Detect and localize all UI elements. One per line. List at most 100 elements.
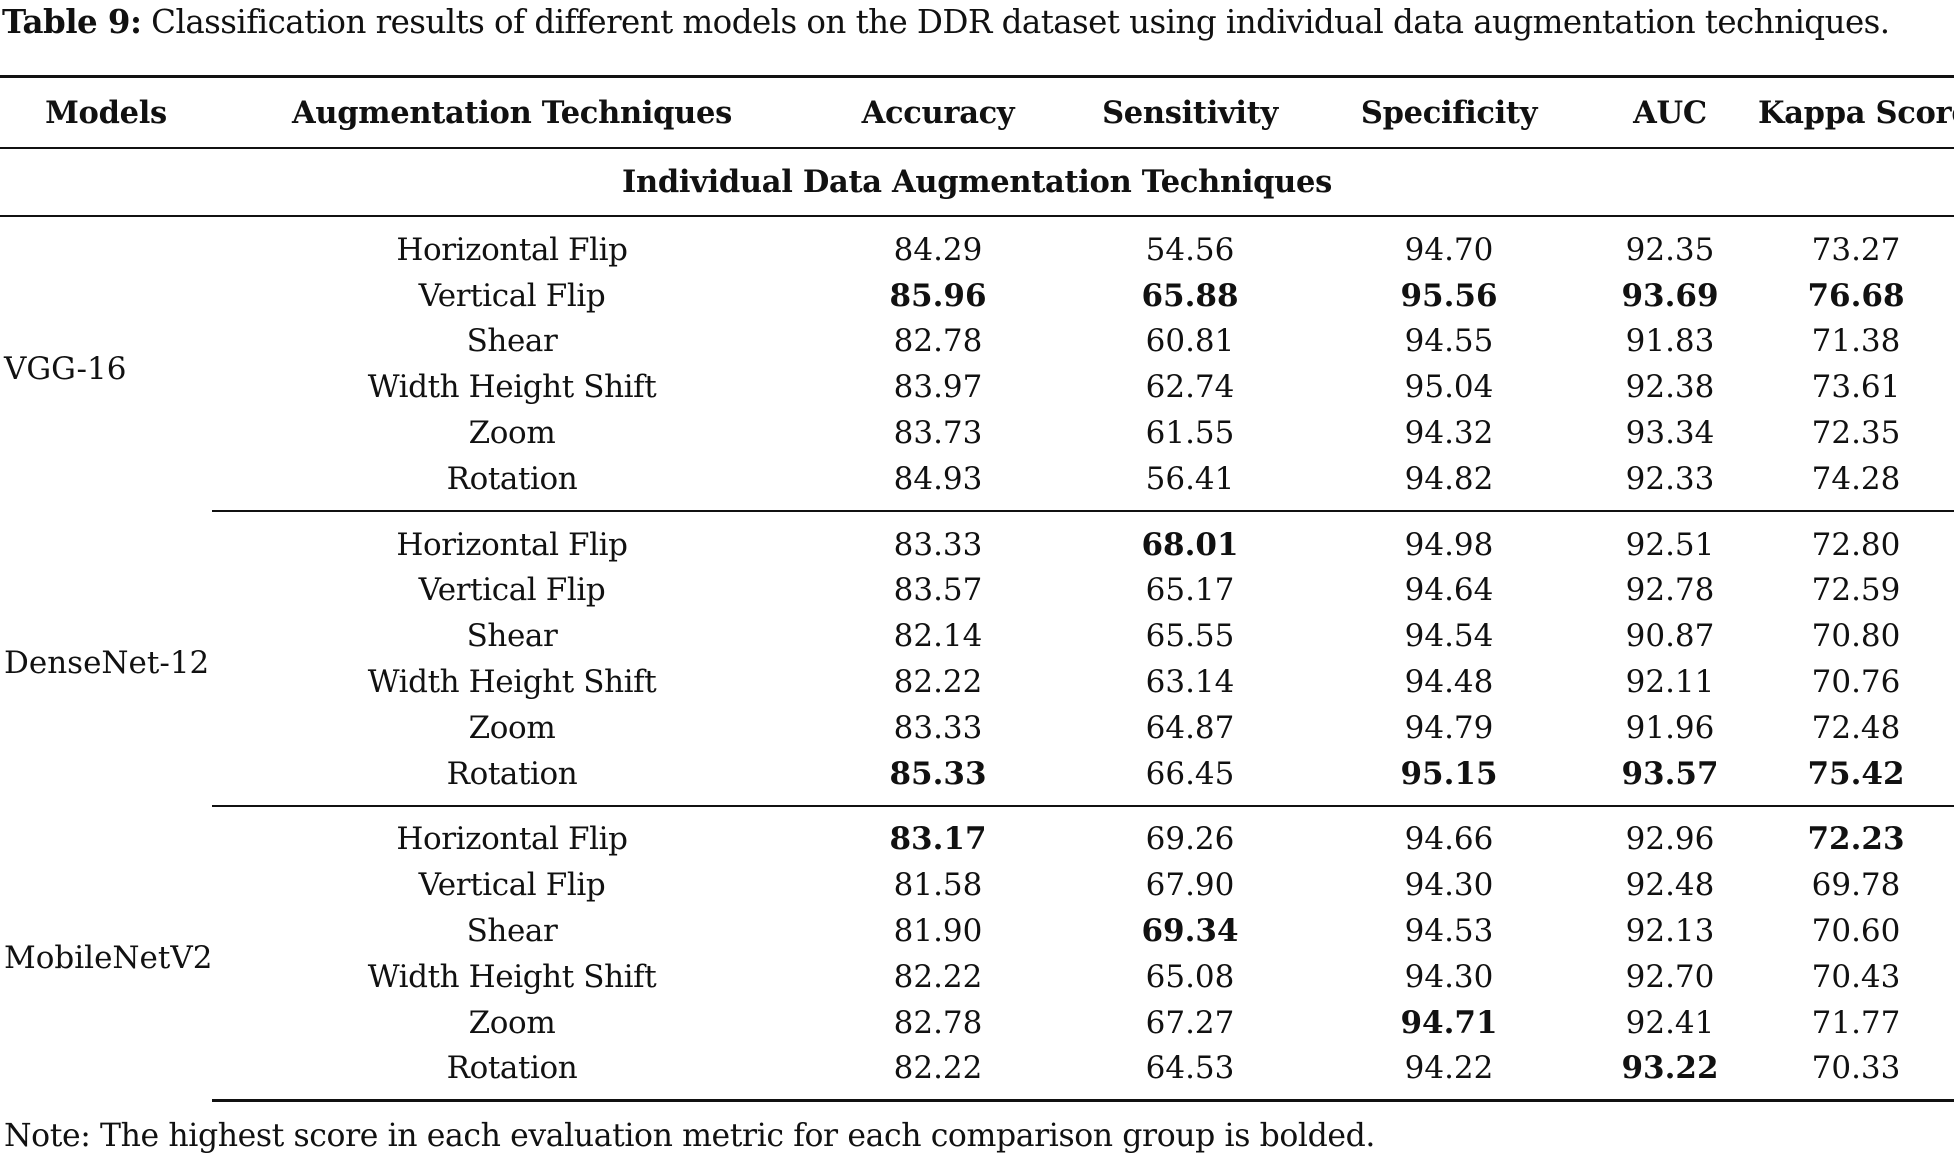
sensitivity-cell: 61.55 xyxy=(1145,415,1235,452)
specificity-cell: 94.79 xyxy=(1404,709,1494,746)
table-row: MobileNetV2 Horizontal Flip 83.17 69.26 94.6… xyxy=(0,806,1954,976)
kappa-cell: 72.35 xyxy=(1811,415,1901,452)
accuracy-cell: 82.78 xyxy=(893,323,983,360)
technique-cell: Vertical Flip xyxy=(418,867,606,904)
technique-cell: Shear xyxy=(466,323,558,360)
auc-cell: 91.83 xyxy=(1625,323,1715,360)
technique-cell: Width Height Shift xyxy=(367,664,657,701)
specificity-cell: 94.82 xyxy=(1316,455,1582,512)
technique-cell: Shear xyxy=(466,618,558,655)
specificity-cell: 94.55 xyxy=(1404,323,1494,360)
auc-cell: 93.57 xyxy=(1582,750,1758,807)
table-row: Rotation 85.33 66.45 95.15 93.57 75.42 xyxy=(0,750,1954,807)
table-row: Shear 82.78 60.81 94.55 91.83 71.38 xyxy=(0,319,1954,365)
auc-cell: 92.13 xyxy=(1625,913,1715,950)
table-row: Vertical Flip 85.96 65.88 95.56 93.69 76.68 xyxy=(0,273,1954,319)
table-row: Vertical Flip 81.58 67.90 94.30 92.48 69.78 xyxy=(0,862,1954,908)
section-title: Individual Data Augmentation Techniques xyxy=(0,148,1954,217)
auc-cell: 93.34 xyxy=(1625,415,1715,452)
kappa-cell: 72.23 xyxy=(1807,821,1905,858)
sensitivity-cell: 62.74 xyxy=(1145,369,1235,406)
technique-cell: Horizontal Flip xyxy=(396,821,628,858)
specificity-cell: 94.53 xyxy=(1404,913,1494,950)
table-row: Shear 82.14 65.55 94.54 90.87 70.80 xyxy=(0,613,1954,659)
caption-text: Classification results of different mode… xyxy=(141,3,1890,41)
auc-cell: 92.51 xyxy=(1625,526,1715,563)
sensitivity-cell: 65.17 xyxy=(1145,572,1235,609)
auc-cell: 92.96 xyxy=(1625,821,1715,858)
table-row: Zoom 83.33 64.87 94.79 91.96 72.48 xyxy=(0,705,1954,751)
kappa-cell: 70.60 xyxy=(1811,913,1901,950)
kappa-cell: 71.38 xyxy=(1811,323,1901,360)
specificity-cell: 94.98 xyxy=(1404,526,1494,563)
table-number: Table 9: xyxy=(2,2,142,41)
kappa-cell: 72.80 xyxy=(1811,526,1901,563)
sensitivity-cell: 67.90 xyxy=(1145,867,1235,904)
kappa-cell: 73.61 xyxy=(1811,369,1901,406)
technique-cell: Width Height Shift xyxy=(367,958,657,995)
table-row: VGG-16 Horizontal Flip 84.29 54.56 94.70 92.3… xyxy=(0,216,1954,387)
kappa-cell: 72.59 xyxy=(1811,572,1901,609)
table-note: Note: The highest score in each evaluati… xyxy=(4,1118,1375,1154)
technique-cell: Shear xyxy=(466,913,558,950)
accuracy-cell: 83.57 xyxy=(893,572,983,609)
section-header-row: Individual Data Augmentation Techniques xyxy=(0,148,1954,217)
header-cell-accuracy: Accuracy xyxy=(812,75,1064,149)
auc-cell: 92.48 xyxy=(1625,867,1715,904)
table-row: Width Height Shift 83.97 62.74 95.04 92.38 73… xyxy=(0,364,1954,410)
model-name-cell: DenseNet-121 xyxy=(4,645,212,682)
specificity-cell: 94.70 xyxy=(1404,231,1494,268)
kappa-cell: 71.77 xyxy=(1811,1004,1901,1041)
auc-cell: 92.35 xyxy=(1625,231,1715,268)
table-caption: Table 9: Classification results of diffe… xyxy=(2,0,1952,44)
specificity-cell: 94.22 xyxy=(1316,1045,1582,1103)
header-cell-models: Models xyxy=(0,75,212,149)
specificity-cell: 94.48 xyxy=(1404,664,1494,701)
sensitivity-cell: 64.87 xyxy=(1145,709,1235,746)
table-row: Shear 81.90 69.34 94.53 92.13 70.60 xyxy=(0,908,1954,954)
auc-cell: 92.38 xyxy=(1625,369,1715,406)
kappa-cell: 70.43 xyxy=(1811,958,1901,995)
sensitivity-cell: 63.14 xyxy=(1145,664,1235,701)
sensitivity-cell: 66.45 xyxy=(1064,750,1316,807)
technique-cell: Zoom xyxy=(468,709,556,746)
auc-cell: 92.78 xyxy=(1625,572,1715,609)
specificity-cell: 94.64 xyxy=(1404,572,1494,609)
specificity-cell: 95.04 xyxy=(1404,369,1494,406)
kappa-cell: 70.76 xyxy=(1811,664,1901,701)
accuracy-cell: 83.73 xyxy=(893,415,983,452)
sensitivity-cell: 69.26 xyxy=(1145,821,1235,858)
accuracy-cell: 82.22 xyxy=(812,1045,1064,1103)
table-row: Width Height Shift 82.22 65.08 94.30 92.70 70… xyxy=(0,954,1954,1000)
auc-cell: 92.33 xyxy=(1582,455,1758,512)
auc-cell: 90.87 xyxy=(1625,618,1715,655)
accuracy-cell: 84.93 xyxy=(812,455,1064,512)
table-row: DenseNet-121 Horizontal Flip 83.33 68.01 94.… xyxy=(0,511,1954,682)
specificity-cell: 94.30 xyxy=(1404,867,1494,904)
results-table: Models Augmentation Techniques Accuracy … xyxy=(0,75,1954,1103)
table-row: Zoom 82.78 67.27 94.71 92.41 71.77 xyxy=(0,1000,1954,1046)
accuracy-cell: 84.29 xyxy=(893,231,983,268)
technique-cell: Width Height Shift xyxy=(367,369,657,406)
technique-cell: Rotation xyxy=(212,1045,812,1103)
kappa-cell: 74.28 xyxy=(1758,455,1954,512)
accuracy-cell: 83.33 xyxy=(893,526,983,563)
header-row: Models Augmentation Techniques Accuracy … xyxy=(0,75,1954,149)
accuracy-cell: 81.58 xyxy=(893,867,983,904)
accuracy-cell: 83.17 xyxy=(889,821,987,858)
specificity-cell: 94.54 xyxy=(1404,618,1494,655)
kappa-cell: 70.33 xyxy=(1758,1045,1954,1103)
kappa-cell: 76.68 xyxy=(1807,277,1905,314)
header-cell-specificity: Specificity xyxy=(1316,75,1582,149)
sensitivity-cell: 68.01 xyxy=(1141,526,1239,563)
sensitivity-cell: 67.27 xyxy=(1145,1004,1235,1041)
technique-cell: Rotation xyxy=(212,455,812,512)
sensitivity-cell: 56.41 xyxy=(1064,455,1316,512)
sensitivity-cell: 65.55 xyxy=(1145,618,1235,655)
header-cell-sensitivity: Sensitivity xyxy=(1064,75,1316,149)
specificity-cell: 94.32 xyxy=(1404,415,1494,452)
sensitivity-cell: 54.56 xyxy=(1145,231,1235,268)
header-cell-auc: AUC xyxy=(1582,75,1758,149)
specificity-cell: 94.71 xyxy=(1400,1004,1498,1041)
specificity-cell: 95.56 xyxy=(1400,277,1498,314)
